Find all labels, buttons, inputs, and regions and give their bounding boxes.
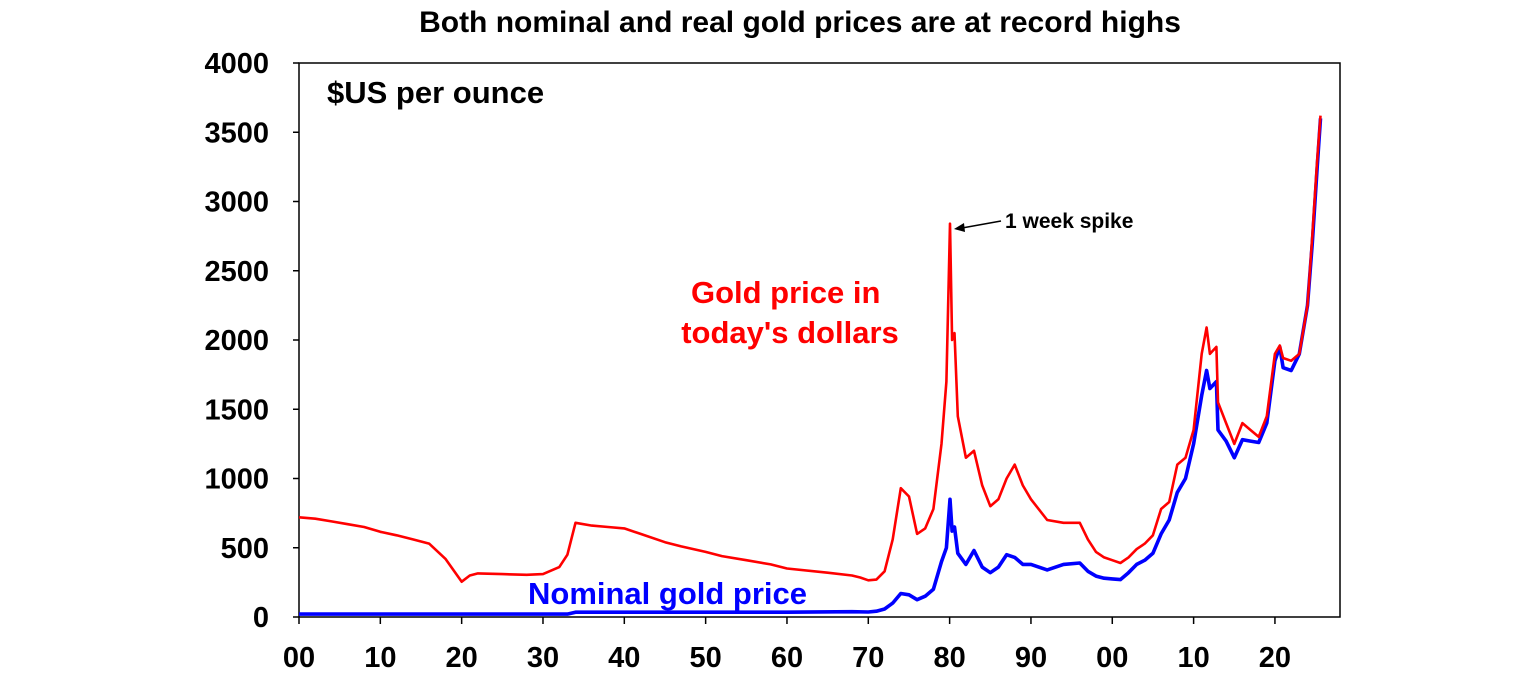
y-tick-label: 3500	[204, 117, 269, 149]
spike-arrow	[961, 220, 1002, 229]
y-tick-label: 1000	[204, 464, 269, 496]
y-tick-label: 1500	[204, 394, 269, 426]
real-series-label: Gold price in today's dollars	[681, 275, 899, 350]
x-tick-label: 80	[933, 642, 965, 674]
y-tick-label: 3000	[204, 187, 269, 219]
x-tick-label: 40	[608, 642, 640, 674]
real-gold-price-line	[298, 115, 1322, 584]
nominal-series-label: Nominal gold price	[528, 576, 807, 611]
x-tick-label: 50	[690, 642, 722, 674]
spike-arrowhead	[954, 223, 965, 232]
real-series-label-line1: Gold price in	[691, 275, 880, 310]
real-series-label-line2: today's dollars	[681, 315, 899, 350]
series-layer	[298, 115, 1323, 616]
y-tick-label: 0	[253, 602, 269, 634]
spike-annotation: 1 week spike	[1005, 210, 1133, 233]
x-tick-label: 10	[364, 642, 396, 674]
y-axis: 0 500 1000 1500 2000 2500 3000 3500 4000	[204, 48, 299, 634]
x-axis: 00 10 20 30 40 50 60 70 80 90 00 10 20	[283, 617, 1291, 674]
y-tick-label: 2500	[204, 256, 269, 288]
y-tick-label: 4000	[204, 48, 269, 80]
x-tick-label: 70	[852, 642, 884, 674]
y-tick-label: 500	[221, 533, 269, 565]
x-tick-label: 60	[771, 642, 803, 674]
chart-title: Both nominal and real gold prices are at…	[419, 6, 1181, 39]
x-tick-label: 20	[1259, 642, 1291, 674]
unit-label: $US per ounce	[327, 75, 544, 110]
x-tick-label: 10	[1177, 642, 1209, 674]
x-tick-label: 30	[527, 642, 559, 674]
x-tick-label: 00	[283, 642, 315, 674]
x-tick-label: 90	[1015, 642, 1047, 674]
nominal-gold-price-line	[299, 118, 1323, 616]
y-tick-label: 2000	[204, 325, 269, 357]
x-tick-label: 00	[1096, 642, 1128, 674]
x-tick-label: 20	[446, 642, 478, 674]
